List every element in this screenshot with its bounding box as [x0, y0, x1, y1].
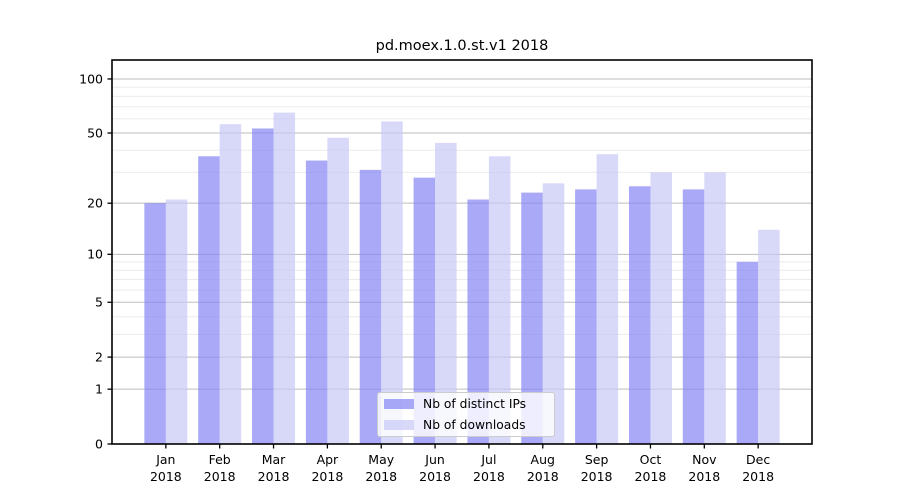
bar-distinct-ips — [413, 177, 436, 445]
x-tick-label: Nov 2018 — [688, 452, 720, 484]
bar-downloads — [488, 156, 511, 444]
legend-swatch-downloads — [384, 420, 414, 430]
chart-title: pd.moex.1.0.st.v1 2018 — [375, 38, 549, 54]
x-tick-label: Oct 2018 — [635, 452, 667, 484]
bar-downloads — [273, 112, 296, 445]
bar-distinct-ips — [359, 169, 382, 444]
x-tick-label: Mar 2018 — [258, 452, 290, 484]
y-tick-label: 5 — [95, 295, 103, 310]
x-tick-label: Jun 2018 — [419, 452, 451, 484]
y-tick-label: 1 — [95, 381, 103, 396]
bar-downloads — [650, 172, 672, 444]
bar-downloads — [758, 229, 780, 444]
bar-downloads — [704, 172, 726, 444]
bar-downloads — [381, 121, 403, 444]
bar-distinct-ips — [144, 203, 166, 444]
bar-distinct-ips — [252, 128, 274, 444]
x-tick-label: Aug 2018 — [527, 452, 559, 484]
bar-downloads — [327, 137, 349, 444]
bar-distinct-ips — [305, 160, 328, 444]
legend-label-distinct-ips: Nb of distinct IPs — [423, 397, 527, 411]
bar-distinct-ips — [198, 156, 220, 444]
bar-downloads — [435, 142, 457, 445]
bar-distinct-ips — [521, 192, 543, 444]
bar-distinct-ips — [682, 189, 705, 444]
bar-downloads — [596, 154, 619, 444]
legend-entry-distinct-ips: Nb of distinct IPs — [384, 397, 548, 411]
y-tick-label: 10 — [87, 247, 103, 262]
bar-distinct-ips — [467, 199, 489, 444]
legend-label-downloads: Nb of downloads — [423, 418, 526, 432]
y-tick-label: 100 — [79, 71, 103, 86]
plot-frame — [111, 59, 813, 445]
y-tick-label: 0 — [95, 436, 103, 451]
bar-downloads — [219, 124, 242, 444]
y-tick-label: 50 — [87, 125, 103, 140]
x-tick-label: Jul 2018 — [473, 452, 505, 484]
legend: Nb of distinct IPs Nb of downloads — [377, 392, 555, 437]
bar-distinct-ips — [628, 186, 651, 445]
x-tick-label: Jan 2018 — [150, 452, 182, 484]
x-tick-label: May 2018 — [365, 452, 397, 484]
x-tick-label: Sep 2018 — [581, 452, 613, 484]
bar-distinct-ips — [575, 189, 597, 444]
bar-downloads — [542, 183, 565, 444]
legend-swatch-distinct-ips — [384, 399, 414, 409]
x-tick-label: Apr 2018 — [311, 452, 343, 484]
bar-distinct-ips — [736, 261, 759, 444]
bar-downloads — [165, 199, 188, 444]
x-tick-label: Dec 2018 — [742, 452, 774, 484]
x-tick-label: Feb 2018 — [204, 452, 236, 484]
y-tick-label: 2 — [95, 349, 103, 364]
legend-entry-downloads: Nb of downloads — [384, 418, 548, 432]
y-tick-label: 20 — [87, 195, 103, 210]
